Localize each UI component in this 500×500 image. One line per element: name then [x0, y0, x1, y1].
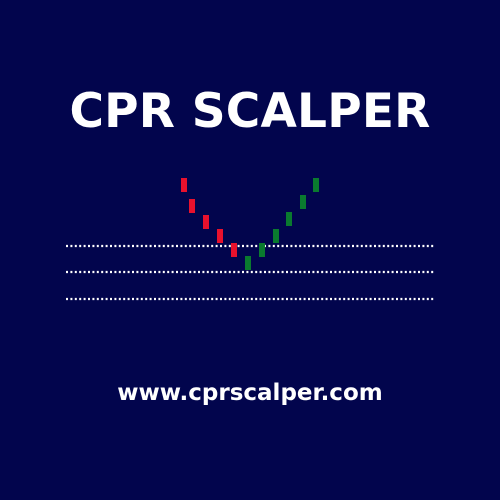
website-url: www.cprscalper.com	[117, 380, 383, 406]
candles	[181, 178, 319, 270]
bearish-candle	[231, 243, 237, 257]
bearish-candle	[181, 178, 187, 192]
bullish-candle	[245, 256, 251, 270]
bullish-candle	[300, 195, 306, 209]
bullish-candle	[259, 243, 265, 257]
bearish-candle	[189, 199, 195, 213]
bearish-candle	[217, 229, 223, 243]
bullish-candle	[273, 229, 279, 243]
brand-title: CPR SCALPER	[69, 84, 431, 139]
bullish-candle	[286, 212, 292, 226]
bullish-candle	[313, 178, 319, 192]
pivot-lines	[66, 244, 434, 301]
bearish-candle	[203, 215, 209, 229]
